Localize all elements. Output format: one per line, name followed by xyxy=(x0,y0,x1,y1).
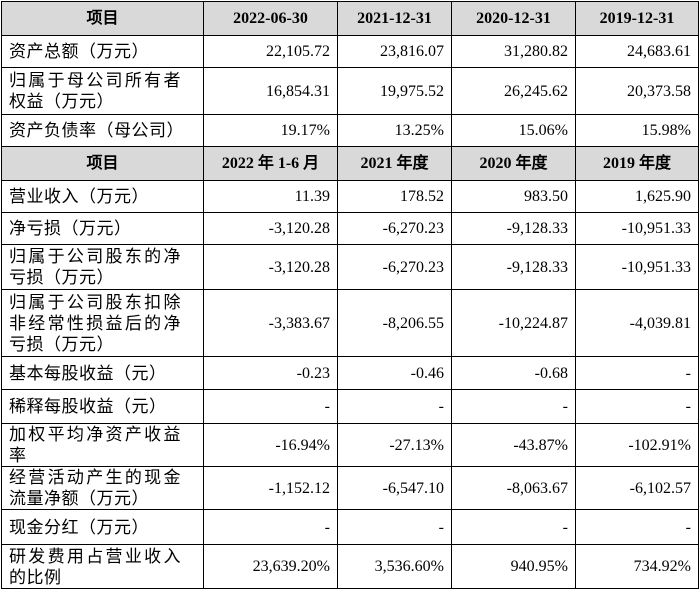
row-label: 资产负债率（母公司） xyxy=(1,114,204,147)
value-cell: -27.13% xyxy=(337,423,452,467)
value-cell: 19,975.52 xyxy=(337,67,452,115)
value-cell: 15.06% xyxy=(451,114,576,147)
value-cell: -6,547.10 xyxy=(337,466,452,510)
value-cell: -8,206.55 xyxy=(337,289,452,357)
value-cell: - xyxy=(451,509,576,545)
value-cell: 24,683.61 xyxy=(575,35,699,68)
value-cell: -4,039.81 xyxy=(575,289,699,357)
row-label: 加权平均净资产收益率 xyxy=(1,423,204,467)
data-row: 资产负债率（母公司） 19.17% 13.25% 15.06% 15.98% xyxy=(1,114,699,147)
header-cell: 2021 年度 xyxy=(337,146,452,181)
value-cell: -0.46 xyxy=(337,356,452,390)
row-label: 归属于公司股东的净亏损（万元） xyxy=(1,244,204,290)
value-cell: -102.91% xyxy=(575,423,699,467)
value-cell: -10,224.87 xyxy=(451,289,576,357)
value-cell: -9,128.33 xyxy=(451,244,576,290)
value-cell: 940.95% xyxy=(451,544,576,589)
header-cell: 项目 xyxy=(1,1,204,36)
value-cell: -3,120.28 xyxy=(203,244,338,290)
value-cell: - xyxy=(337,389,452,424)
header-cell: 2020 年度 xyxy=(451,146,576,181)
data-row: 加权平均净资产收益率 -16.94% -27.13% -43.87% -102.91% xyxy=(1,423,699,467)
value-cell: -43.87% xyxy=(451,423,576,467)
header-cell: 2020-12-31 xyxy=(451,1,576,36)
value-cell: - xyxy=(337,509,452,545)
header-cell: 2019-12-31 xyxy=(575,1,699,36)
value-cell: - xyxy=(575,509,699,545)
value-cell: - xyxy=(203,509,338,545)
row-label: 净亏损（万元） xyxy=(1,212,204,245)
row-label: 归属于公司股东扣除非经常性损益后的净亏损（万元） xyxy=(1,289,204,357)
value-cell: 23,639.20% xyxy=(203,544,338,589)
value-cell: - xyxy=(575,356,699,390)
header-cell: 2021-12-31 xyxy=(337,1,452,36)
value-cell: -3,383.67 xyxy=(203,289,338,357)
value-cell: -8,063.67 xyxy=(451,466,576,510)
value-cell: 31,280.82 xyxy=(451,35,576,68)
header-cell: 项目 xyxy=(1,146,204,181)
value-cell: -0.23 xyxy=(203,356,338,390)
header-row: 项目 2022-06-30 2021-12-31 2020-12-31 2019-12-… xyxy=(1,1,699,36)
row-label: 基本每股收益（元） xyxy=(1,356,204,390)
data-row: 归属于公司股东扣除非经常性损益后的净亏损（万元） -3,383.67 -8,206.… xyxy=(1,289,699,357)
value-cell: 16,854.31 xyxy=(203,67,338,115)
row-label: 研发费用占营业收入的比例 xyxy=(1,544,204,589)
data-row: 研发费用占营业收入的比例 23,639.20% 3,536.60% 940.95% 73… xyxy=(1,544,699,589)
value-cell: - xyxy=(451,389,576,424)
row-label: 稀释每股收益（元） xyxy=(1,389,204,424)
value-cell: 19.17% xyxy=(203,114,338,147)
value-cell: -10,951.33 xyxy=(575,212,699,245)
data-row: 稀释每股收益（元） - - - - xyxy=(1,389,699,424)
data-row: 归属于母公司所有者权益（万元） 16,854.31 19,975.52 26,245.… xyxy=(1,67,699,115)
data-row: 资产总额（万元） 22,105.72 23,816.07 31,280.82 24,68… xyxy=(1,35,699,68)
row-label: 现金分红（万元） xyxy=(1,509,204,545)
data-row: 营业收入（万元） 11.39 178.52 983.50 1,625.90 xyxy=(1,180,699,213)
value-cell: 15.98% xyxy=(575,114,699,147)
value-cell: -6,102.57 xyxy=(575,466,699,510)
value-cell: -6,270.23 xyxy=(337,244,452,290)
value-cell: -9,128.33 xyxy=(451,212,576,245)
value-cell: - xyxy=(203,389,338,424)
value-cell: - xyxy=(575,389,699,424)
value-cell: 1,625.90 xyxy=(575,180,699,213)
data-row: 净亏损（万元） -3,120.28 -6,270.23 -9,128.33 -10,95… xyxy=(1,212,699,245)
value-cell: -0.68 xyxy=(451,356,576,390)
data-row: 基本每股收益（元） -0.23 -0.46 -0.68- xyxy=(1,356,699,390)
value-cell: 26,245.62 xyxy=(451,67,576,115)
row-label: 资产总额（万元） xyxy=(1,35,204,68)
row-label: 归属于母公司所有者权益（万元） xyxy=(1,67,204,115)
value-cell: 3,536.60% xyxy=(337,544,452,589)
value-cell: 13.25% xyxy=(337,114,452,147)
data-row: 经营活动产生的现金流量净额（万元） -1,152.12 -6,547.10 -8,06… xyxy=(1,466,699,510)
value-cell: 983.50 xyxy=(451,180,576,213)
value-cell: -10,951.33 xyxy=(575,244,699,290)
header-cell: 2022-06-30 xyxy=(203,1,338,36)
value-cell: 20,373.58 xyxy=(575,67,699,115)
value-cell: 734.92% xyxy=(575,544,699,589)
value-cell: 178.52 xyxy=(337,180,452,213)
header-row: 项目 2022 年 1-6 月 2021 年度 2020 年度 2019 年度 xyxy=(1,146,699,181)
data-row: 归属于公司股东的净亏损（万元） -3,120.28 -6,270.23 -9,128.… xyxy=(1,244,699,290)
header-cell: 2019 年度 xyxy=(575,146,699,181)
value-cell: -1,152.12 xyxy=(203,466,338,510)
row-label: 经营活动产生的现金流量净额（万元） xyxy=(1,466,204,510)
value-cell: -6,270.23 xyxy=(337,212,452,245)
value-cell: 22,105.72 xyxy=(203,35,338,68)
value-cell: 23,816.07 xyxy=(337,35,452,68)
data-row: 现金分红（万元） - - - - xyxy=(1,509,699,545)
row-label: 营业收入（万元） xyxy=(1,180,204,213)
header-cell: 2022 年 1-6 月 xyxy=(203,146,338,181)
value-cell: -16.94% xyxy=(203,423,338,467)
value-cell: -3,120.28 xyxy=(203,212,338,245)
value-cell: 11.39 xyxy=(203,180,338,213)
